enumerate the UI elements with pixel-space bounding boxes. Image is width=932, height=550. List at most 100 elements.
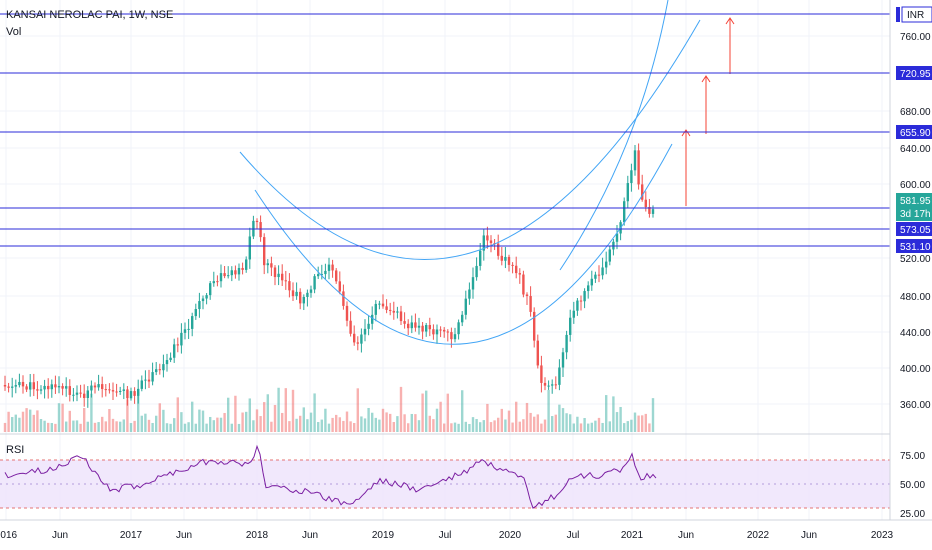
volume-bar <box>432 419 435 432</box>
volume-bar <box>482 420 485 432</box>
candle-body <box>345 305 349 321</box>
volume-bar <box>115 421 118 432</box>
price-tick-label: 760.00 <box>900 32 931 43</box>
candle-body <box>223 273 226 277</box>
volume-bar <box>641 415 644 432</box>
candle-body <box>363 328 367 335</box>
volume-bar <box>500 408 503 432</box>
volume-bar <box>435 408 439 432</box>
time-tick-label: 2019 <box>372 530 395 541</box>
candle-body <box>367 323 370 329</box>
volume-bar <box>176 397 179 432</box>
volume-bar <box>403 414 406 432</box>
candle-body <box>266 263 269 266</box>
candle-body <box>551 384 554 386</box>
candle-body <box>14 385 17 387</box>
volume-bar <box>345 411 349 432</box>
candle-body <box>457 322 460 335</box>
candle-body <box>349 320 352 334</box>
candle-body <box>583 291 586 302</box>
candle-body <box>338 281 341 292</box>
volume-bar <box>205 423 208 432</box>
volume-bar <box>461 390 464 432</box>
candle-body <box>68 386 71 395</box>
candle-body <box>561 352 565 368</box>
candle-body <box>194 309 197 317</box>
volume-bar <box>554 414 557 432</box>
candle-body <box>302 296 305 304</box>
volume-bar <box>633 412 637 432</box>
candle-body <box>129 391 133 399</box>
target-arrowhead <box>701 75 711 83</box>
candle-body <box>39 389 43 391</box>
candle-body <box>295 291 298 297</box>
candle-body <box>169 357 172 361</box>
candle-body <box>331 264 334 271</box>
volume-bar <box>266 394 269 432</box>
candle-body <box>119 390 122 393</box>
volume-bar <box>471 417 475 432</box>
candle-body <box>43 385 46 390</box>
currency-badge: INR <box>907 10 924 21</box>
volume-bar <box>378 419 381 432</box>
candle-body <box>219 273 223 282</box>
candle-body <box>569 317 572 335</box>
volume-bar <box>43 420 46 432</box>
candle-body <box>11 386 14 388</box>
candle-body <box>227 275 230 277</box>
volume-bar <box>590 422 593 432</box>
volume-bar <box>605 395 608 432</box>
volume-bar <box>525 402 529 432</box>
candle-body <box>543 382 547 386</box>
candle-body <box>648 207 651 214</box>
volume-bar <box>234 395 237 432</box>
volume-bar <box>320 419 323 432</box>
candle-body <box>176 344 179 346</box>
candle-body <box>126 389 129 399</box>
volume-bar <box>360 416 363 432</box>
candle-body <box>443 329 446 332</box>
candle-body <box>425 325 428 332</box>
candle-body <box>273 267 277 278</box>
candle-body <box>504 256 507 261</box>
chart-drawings <box>239 0 735 345</box>
volume-bar <box>147 419 151 432</box>
candle-body <box>471 277 475 290</box>
candle-body <box>245 259 248 270</box>
candle-body <box>597 274 601 276</box>
rsi-pane <box>0 444 890 509</box>
time-tick-label: Jun <box>176 530 192 541</box>
candle-body <box>209 283 212 296</box>
time-tick-label: Jun <box>678 530 694 541</box>
volume-bar <box>392 422 395 432</box>
volume-bar <box>187 422 190 432</box>
candle-body <box>237 267 241 275</box>
candle-body <box>36 389 39 391</box>
volume-bar <box>299 415 302 432</box>
candle-body <box>299 291 302 304</box>
candle-body <box>50 384 53 390</box>
candle-body <box>115 391 118 393</box>
candle-body <box>57 386 61 388</box>
volume-bar <box>75 420 79 432</box>
volume-bar <box>65 421 68 432</box>
candle-body <box>108 389 111 391</box>
candle-body <box>396 311 399 313</box>
candle-body <box>374 303 377 315</box>
candle-body <box>158 369 161 371</box>
candle-body <box>83 393 86 398</box>
candle-body <box>21 381 25 387</box>
candle-body <box>407 323 410 329</box>
candle-body <box>554 384 557 386</box>
candle-body <box>360 334 363 344</box>
candle-body <box>54 384 57 388</box>
candle-body <box>464 298 467 315</box>
volume-bar <box>529 412 532 432</box>
candle-body <box>385 306 388 310</box>
candle-body <box>101 384 104 390</box>
volume-bar <box>425 390 428 432</box>
volume-bar <box>180 412 183 432</box>
candle-body <box>259 222 262 238</box>
level-badge-bg <box>896 222 932 236</box>
